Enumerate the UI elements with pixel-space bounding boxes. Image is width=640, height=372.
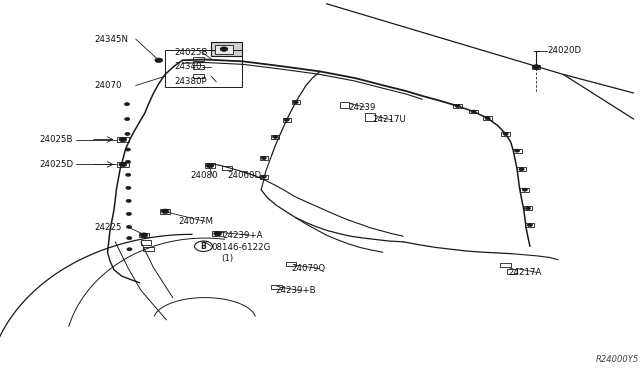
- Circle shape: [119, 162, 127, 167]
- Bar: [517, 167, 526, 171]
- Bar: [215, 45, 233, 54]
- Text: 08146-6122G: 08146-6122G: [211, 243, 271, 252]
- Circle shape: [284, 118, 289, 121]
- Text: 24345N: 24345N: [95, 35, 129, 44]
- Circle shape: [155, 58, 163, 62]
- Circle shape: [124, 103, 129, 106]
- Circle shape: [525, 207, 531, 210]
- Text: 24239+B: 24239+B: [275, 286, 316, 295]
- Circle shape: [126, 186, 131, 189]
- Circle shape: [503, 132, 508, 135]
- Text: B: B: [201, 242, 206, 251]
- Text: 24077M: 24077M: [178, 217, 213, 226]
- Bar: [117, 162, 129, 167]
- Bar: [193, 65, 204, 69]
- Circle shape: [261, 157, 266, 160]
- Text: 24217U: 24217U: [372, 115, 406, 124]
- Circle shape: [127, 225, 132, 228]
- Circle shape: [455, 105, 460, 108]
- Bar: [283, 118, 291, 122]
- Bar: [139, 233, 149, 237]
- Circle shape: [293, 101, 298, 104]
- Circle shape: [261, 175, 266, 178]
- Text: 24060D: 24060D: [227, 171, 261, 180]
- Text: 24239+A: 24239+A: [223, 231, 263, 240]
- Circle shape: [126, 199, 131, 202]
- Circle shape: [519, 168, 524, 171]
- Bar: [483, 116, 492, 120]
- Bar: [205, 163, 215, 168]
- Circle shape: [527, 224, 532, 227]
- Circle shape: [125, 160, 131, 163]
- Circle shape: [273, 135, 278, 138]
- Circle shape: [471, 110, 476, 113]
- Circle shape: [214, 231, 221, 236]
- Circle shape: [532, 65, 540, 69]
- Circle shape: [220, 47, 228, 51]
- Bar: [453, 104, 462, 108]
- Bar: [520, 188, 529, 192]
- Circle shape: [522, 188, 527, 191]
- Text: 24380P: 24380P: [174, 77, 207, 86]
- Bar: [365, 113, 375, 121]
- Bar: [513, 149, 522, 153]
- Bar: [501, 132, 510, 136]
- Bar: [340, 102, 349, 108]
- Bar: [211, 42, 242, 56]
- Text: 24340: 24340: [174, 62, 202, 71]
- Bar: [212, 231, 223, 236]
- Bar: [271, 135, 279, 139]
- Circle shape: [140, 233, 148, 237]
- Circle shape: [126, 212, 131, 215]
- Bar: [292, 100, 300, 104]
- Bar: [143, 247, 154, 251]
- Circle shape: [127, 248, 132, 251]
- Circle shape: [125, 118, 130, 121]
- Text: 24080: 24080: [191, 171, 218, 180]
- Text: 24020D: 24020D: [547, 46, 581, 55]
- Text: 24070: 24070: [95, 81, 122, 90]
- Bar: [271, 285, 282, 289]
- Circle shape: [161, 209, 169, 214]
- Bar: [507, 269, 517, 274]
- Bar: [141, 240, 151, 245]
- Circle shape: [206, 163, 214, 168]
- Bar: [260, 156, 268, 160]
- Text: 24217A: 24217A: [509, 268, 542, 277]
- Text: 24025B: 24025B: [174, 48, 207, 57]
- Bar: [260, 175, 268, 179]
- Bar: [525, 223, 534, 227]
- Bar: [193, 57, 204, 61]
- Text: 24025D: 24025D: [40, 160, 74, 169]
- Bar: [117, 137, 129, 142]
- Bar: [532, 65, 540, 69]
- Text: 24025B: 24025B: [40, 135, 73, 144]
- Circle shape: [125, 173, 131, 176]
- Text: (1): (1): [221, 254, 233, 263]
- Bar: [165, 50, 242, 87]
- Bar: [469, 110, 478, 113]
- Bar: [160, 209, 170, 214]
- Text: R24000Y5: R24000Y5: [595, 355, 639, 364]
- Text: 24225: 24225: [95, 223, 122, 232]
- Circle shape: [515, 149, 520, 152]
- Bar: [286, 262, 296, 266]
- Bar: [524, 206, 532, 210]
- Bar: [222, 166, 232, 170]
- Bar: [500, 263, 511, 267]
- Text: 24239: 24239: [349, 103, 376, 112]
- Circle shape: [485, 117, 490, 120]
- Bar: [193, 74, 204, 78]
- Circle shape: [125, 132, 130, 135]
- Circle shape: [125, 148, 131, 151]
- Circle shape: [119, 137, 127, 142]
- Circle shape: [127, 237, 132, 240]
- Text: 24079Q: 24079Q: [291, 264, 325, 273]
